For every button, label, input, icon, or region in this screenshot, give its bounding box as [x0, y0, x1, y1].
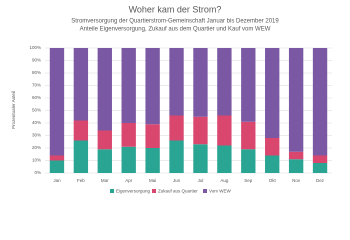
x-tick-label: Feb: [77, 178, 85, 183]
chart-title: Woher kam der Strom?: [129, 4, 222, 14]
y-tick-label: 20%: [32, 145, 41, 150]
bar-segment: [73, 120, 89, 141]
bar-segment: [145, 148, 160, 173]
x-tick-label: Mai: [149, 178, 156, 183]
bar-segment: [288, 48, 304, 152]
y-tick-label: 100%: [29, 45, 41, 50]
bar-segment: [169, 48, 184, 116]
bar-segment: [217, 145, 232, 173]
x-tick-label: Sep: [244, 178, 253, 183]
bar-segment: [49, 48, 65, 156]
bar-segment: [97, 149, 112, 173]
bar-segment: [121, 123, 136, 147]
x-tick-label: Dez: [316, 178, 325, 183]
y-tick-label: 30%: [32, 133, 41, 138]
bar-segment: [265, 138, 280, 156]
chart: Woher kam der Strom? Stromversorgung der…: [11, 4, 332, 194]
bar-segment: [288, 151, 304, 160]
bar-segment: [265, 155, 280, 173]
bar-segment: [241, 121, 256, 150]
chart-subtitle: Stromversorgung der Quartierstrom-Gemein…: [71, 19, 279, 25]
bar-segment: [217, 48, 232, 116]
y-tick-label: 70%: [32, 83, 41, 88]
x-tick-label: Jul: [198, 178, 204, 183]
legend-swatch: [203, 189, 207, 193]
bar-segment: [312, 155, 328, 163]
x-tick-label: Mar: [101, 178, 109, 183]
legend-label: Vom WEW: [209, 189, 232, 194]
bar-segment: [217, 115, 232, 146]
legend-label: Eigenversorgung: [116, 189, 151, 194]
bar-segment: [121, 146, 136, 173]
x-tick-label: Jun: [173, 178, 181, 183]
bar-segment: [49, 155, 65, 161]
bar-segment: [193, 144, 208, 173]
y-tick-label: 90%: [32, 58, 41, 63]
y-tick-label: 40%: [32, 120, 41, 125]
bar-segment: [288, 159, 304, 173]
x-tick-label: Jan: [53, 178, 61, 183]
y-tick-label: 0%: [34, 170, 41, 175]
bar-segment: [312, 163, 328, 173]
y-tick-label: 50%: [32, 108, 41, 113]
bar-segment: [169, 140, 184, 173]
x-tick-label: Nov: [292, 178, 301, 183]
bar-segment: [241, 149, 256, 173]
bar-segment: [49, 160, 65, 173]
bar-segment: [97, 48, 112, 131]
bar-segment: [73, 140, 89, 173]
legend-swatch: [110, 189, 114, 193]
bar-segment: [312, 48, 328, 156]
y-tick-label: 80%: [32, 70, 41, 75]
bar-segment: [145, 48, 160, 125]
x-tick-label: Apr: [125, 178, 133, 183]
bar-segment: [169, 115, 184, 141]
bar-segment: [193, 116, 208, 145]
bar-segment: [73, 48, 89, 121]
y-tick-label: 60%: [32, 95, 41, 100]
legend-swatch: [152, 189, 156, 193]
bar-segment: [241, 48, 256, 122]
bar-segment: [97, 130, 112, 150]
y-axis-label: Prozentualer Anteil: [11, 91, 16, 129]
chart-subtitle: Anteile Eigenversorgung, Zukauf aus dem …: [80, 27, 271, 33]
bar-segment: [121, 48, 136, 123]
x-tick-label: Aug: [220, 178, 229, 183]
bar-segment: [265, 48, 280, 138]
x-tick-label: Okt: [269, 178, 277, 183]
legend-label: Zukauf aus Quartier: [158, 189, 198, 194]
bar-segment: [193, 48, 208, 117]
bar-segment: [145, 124, 160, 148]
y-tick-label: 10%: [32, 158, 41, 163]
